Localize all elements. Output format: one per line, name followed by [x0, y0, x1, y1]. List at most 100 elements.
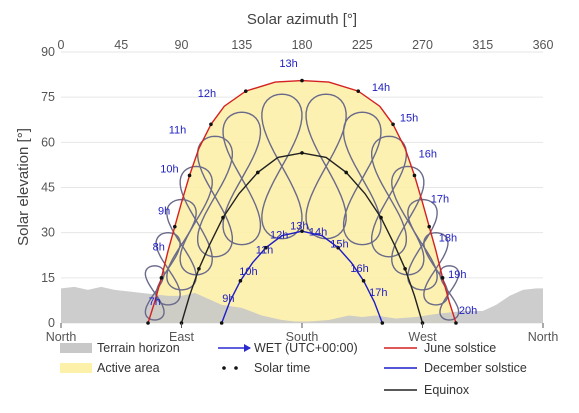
- solar-time-dot: [403, 267, 407, 271]
- hour-label-12h: 12h: [198, 88, 216, 100]
- solar-time-dot: [173, 224, 177, 229]
- solar-time-dot: [440, 276, 445, 280]
- x-compass-label: West: [408, 330, 437, 344]
- winter-hour-label-9h: 9h: [222, 293, 234, 305]
- x-tick-label: 45: [114, 38, 128, 52]
- x-tick-label: 180: [292, 38, 313, 52]
- legend: Terrain horizon Active area WET (UTC+00:00…: [60, 341, 527, 397]
- winter-hour-label-15h: 15h: [330, 239, 348, 251]
- winter-hour-label-13h: 13h: [290, 221, 308, 233]
- x-compass-label: North: [528, 330, 559, 344]
- solar-time-dot: [300, 229, 304, 233]
- terrain-horizon: [61, 286, 543, 323]
- solar-time-dot: [209, 122, 213, 127]
- winter-hour-label-12h: 12h: [270, 230, 288, 242]
- analemma-11h: [197, 135, 233, 258]
- winter-hour-label-11h: 11h: [256, 245, 274, 257]
- solar-time-dot: [243, 89, 248, 93]
- y-tick-label: 15: [41, 271, 55, 285]
- winter-hour-label-10h: 10h: [239, 266, 257, 278]
- hour-label-16h: 16h: [419, 148, 437, 160]
- y-tick-label: 90: [41, 45, 55, 59]
- legend-dot: [222, 366, 226, 370]
- hour-label-17h: 17h: [431, 194, 449, 206]
- solar-time-dot: [356, 89, 361, 93]
- winter-hour-label-14h: 14h: [309, 227, 327, 239]
- hour-label-9h: 9h: [158, 206, 170, 218]
- hour-label-14h: 14h: [372, 82, 390, 94]
- x-tick-label: 360: [533, 38, 554, 52]
- solar-time-dot: [336, 245, 340, 250]
- hour-label-8h: 8h: [153, 242, 165, 254]
- legend-label-equinox: Equinox: [424, 383, 470, 397]
- solar-time-dot: [454, 321, 458, 325]
- solar-time-dot: [187, 173, 192, 178]
- x-tick-label: 0: [58, 38, 65, 52]
- solar-time-dot: [427, 224, 431, 229]
- solar-time-dot: [256, 170, 260, 175]
- y-axis-title: Solar elevation [°]: [15, 128, 32, 246]
- analemma-15h: [342, 111, 382, 246]
- analemma-13h: [261, 93, 303, 240]
- x-tick-label: 90: [175, 38, 189, 52]
- winter-hour-label-16h: 16h: [350, 263, 368, 275]
- solar-time-dot: [380, 321, 385, 325]
- solar-time-dot: [300, 151, 304, 155]
- analemma-7h: [144, 265, 165, 321]
- hour-label-10h: 10h: [160, 163, 178, 175]
- solar-time-dot: [300, 78, 304, 83]
- solar-time-dot: [159, 276, 164, 280]
- legend-arrow-icon: [244, 344, 251, 352]
- hour-labels: 7h8h9h10h11h12h13h14h15h16h17h18h19h20h9…: [149, 58, 478, 317]
- y-tick-label: 45: [41, 181, 55, 195]
- analemma-12h: [222, 111, 262, 246]
- hour-label-19h: 19h: [448, 269, 466, 281]
- hour-label-15h: 15h: [400, 112, 418, 124]
- hour-label-13h: 13h: [279, 58, 297, 70]
- solar-time-dot: [412, 173, 417, 178]
- analemma-19h: [423, 231, 449, 306]
- x-compass-label: East: [169, 330, 195, 344]
- analemma-10h: [179, 165, 213, 276]
- analemma-14h: [305, 93, 347, 240]
- x-tick-label: 270: [412, 38, 433, 52]
- legend-label-active: Active area: [97, 361, 160, 375]
- legend-label-solar-time: Solar time: [254, 361, 310, 375]
- x-tick-label: 225: [352, 38, 373, 52]
- solar-time-dot: [219, 321, 224, 325]
- y-tick-label: 0: [48, 316, 55, 330]
- winter-hour-label-17h: 17h: [369, 287, 387, 299]
- legend-label-terrain: Terrain horizon: [97, 341, 180, 355]
- analemma-17h: [391, 165, 425, 276]
- legend-dot: [234, 366, 238, 370]
- analemmas: [144, 93, 460, 321]
- solar-time-dot: [379, 215, 383, 220]
- legend-label-december: December solstice: [424, 361, 527, 375]
- hour-label-20h: 20h: [459, 305, 477, 317]
- legend-swatch-terrain: [60, 343, 92, 353]
- solstice-curves: [146, 78, 458, 325]
- legend-label-wet: WET (UTC+00:00): [254, 341, 358, 355]
- legend-swatch-active: [60, 363, 92, 373]
- solar-time-dot: [238, 279, 243, 283]
- hour-label-18h: 18h: [439, 233, 457, 245]
- y-tick-label: 75: [41, 90, 55, 104]
- y-tick-label: 30: [41, 226, 55, 240]
- solar-time-dot: [197, 267, 201, 271]
- solar-time-dot: [146, 321, 150, 325]
- analemma-20h: [439, 265, 460, 321]
- x-axis-title-top: Solar azimuth [°]: [247, 11, 357, 28]
- x-tick-label: 135: [231, 38, 252, 52]
- solar-time-dot: [221, 215, 225, 220]
- y-tick-label: 60: [41, 135, 55, 149]
- solar-time-dot: [344, 170, 348, 175]
- hour-label-7h: 7h: [149, 296, 161, 308]
- x-compass-label: North: [46, 330, 77, 344]
- hour-label-11h: 11h: [169, 124, 187, 136]
- analemma-8h: [155, 231, 181, 306]
- x-tick-label: 315: [472, 38, 493, 52]
- solar-time-dot: [391, 122, 395, 127]
- x-compass-label: South: [286, 330, 319, 344]
